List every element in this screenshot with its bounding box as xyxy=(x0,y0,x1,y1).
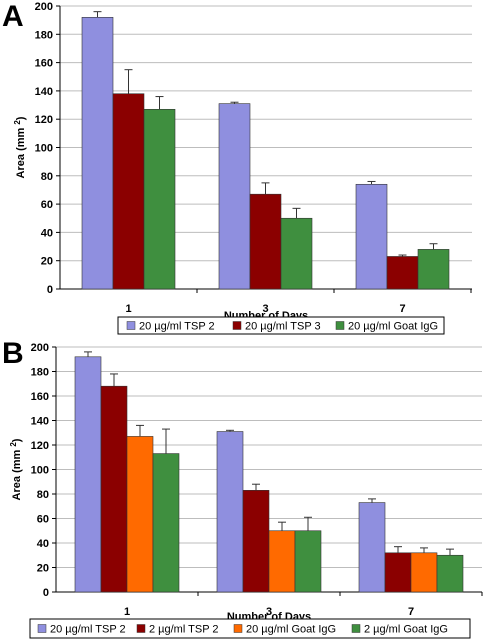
x-tick-label: 1 xyxy=(124,606,130,618)
legend-swatch xyxy=(37,624,47,633)
bar xyxy=(436,554,464,593)
bar xyxy=(112,93,145,290)
y-tick-label: 100 xyxy=(31,465,49,477)
bar xyxy=(280,217,313,290)
panel-letter: A xyxy=(2,0,24,33)
y-tick-label: 120 xyxy=(35,114,53,126)
bar xyxy=(218,103,251,290)
y-tick-label: 140 xyxy=(31,416,49,428)
legend-label: 2 µg/ml Goat IgG xyxy=(364,624,448,636)
bar xyxy=(294,530,322,593)
y-tick-label: 20 xyxy=(37,563,49,575)
y-tick-label: 200 xyxy=(31,342,49,354)
y-tick-label: 100 xyxy=(35,143,53,155)
x-tick-label: 3 xyxy=(262,303,268,315)
x-tick-label: 7 xyxy=(408,606,414,618)
y-tick-label: 180 xyxy=(31,367,49,379)
y-tick-label: 160 xyxy=(35,58,53,70)
legend-swatch xyxy=(232,321,242,330)
bar xyxy=(242,490,270,593)
x-tick-label: 1 xyxy=(125,303,131,315)
legend-label: 20 µg/ml TSP 3 xyxy=(245,321,321,333)
y-tick-label: 140 xyxy=(35,86,53,98)
panel-letter: B xyxy=(2,337,24,370)
legend-swatch xyxy=(351,624,361,633)
y-tick-label: 80 xyxy=(37,489,49,501)
legend-label: 20 µg/ml TSP 2 xyxy=(50,624,126,636)
legend-swatch xyxy=(335,321,345,330)
bar xyxy=(81,17,114,290)
y-tick-label: 80 xyxy=(41,171,53,183)
y-tick-label: 200 xyxy=(35,1,53,13)
bar xyxy=(216,431,244,593)
x-tick-label: 7 xyxy=(399,303,405,315)
y-tick-label: 0 xyxy=(47,284,53,296)
bar xyxy=(386,256,419,290)
legend-swatch xyxy=(136,624,146,633)
bar xyxy=(100,385,128,593)
y-tick-label: 0 xyxy=(43,587,49,599)
y-tick-label: 60 xyxy=(37,514,49,526)
chart-panel-a: A 0 20 40 60 80 100 120 140 160 180 200 Area (mm 2) 1… xyxy=(2,0,472,335)
legend-box xyxy=(117,316,445,335)
legend-label: 20 µg/ml Goat IgG xyxy=(348,321,438,333)
y-tick-label: 20 xyxy=(41,256,53,268)
bar xyxy=(74,356,102,593)
legend-label: 2 µg/ml TSP 2 xyxy=(149,624,219,636)
bar xyxy=(410,552,438,593)
legend-box xyxy=(29,618,471,639)
bar xyxy=(126,436,154,593)
bar xyxy=(268,530,296,593)
bar xyxy=(152,453,180,593)
y-tick-label: 120 xyxy=(31,440,49,452)
bar xyxy=(358,502,386,593)
chart-panel-b: B 0 20 40 60 80 100 120 140 160 180 200 Area (mm 2) 1… xyxy=(2,337,483,639)
x-tick-label: 3 xyxy=(266,606,272,618)
bar xyxy=(143,108,176,290)
bar xyxy=(384,552,412,593)
y-tick-label: 160 xyxy=(31,391,49,403)
y-tick-label: 40 xyxy=(37,538,49,550)
legend-swatch xyxy=(126,321,136,330)
y-axis-title: Area (mm 2) xyxy=(13,116,28,178)
legend-label: 20 µg/ml TSP 2 xyxy=(139,321,215,333)
bar xyxy=(355,183,388,290)
y-axis-title: Area (mm 2) xyxy=(9,438,24,500)
legend-swatch xyxy=(233,624,243,633)
bar xyxy=(417,249,450,290)
y-tick-label: 180 xyxy=(35,29,53,41)
legend-label: 20 µg/ml Goat IgG xyxy=(246,624,336,636)
bar xyxy=(249,193,282,290)
y-tick-label: 60 xyxy=(41,199,53,211)
y-tick-label: 40 xyxy=(41,227,53,239)
